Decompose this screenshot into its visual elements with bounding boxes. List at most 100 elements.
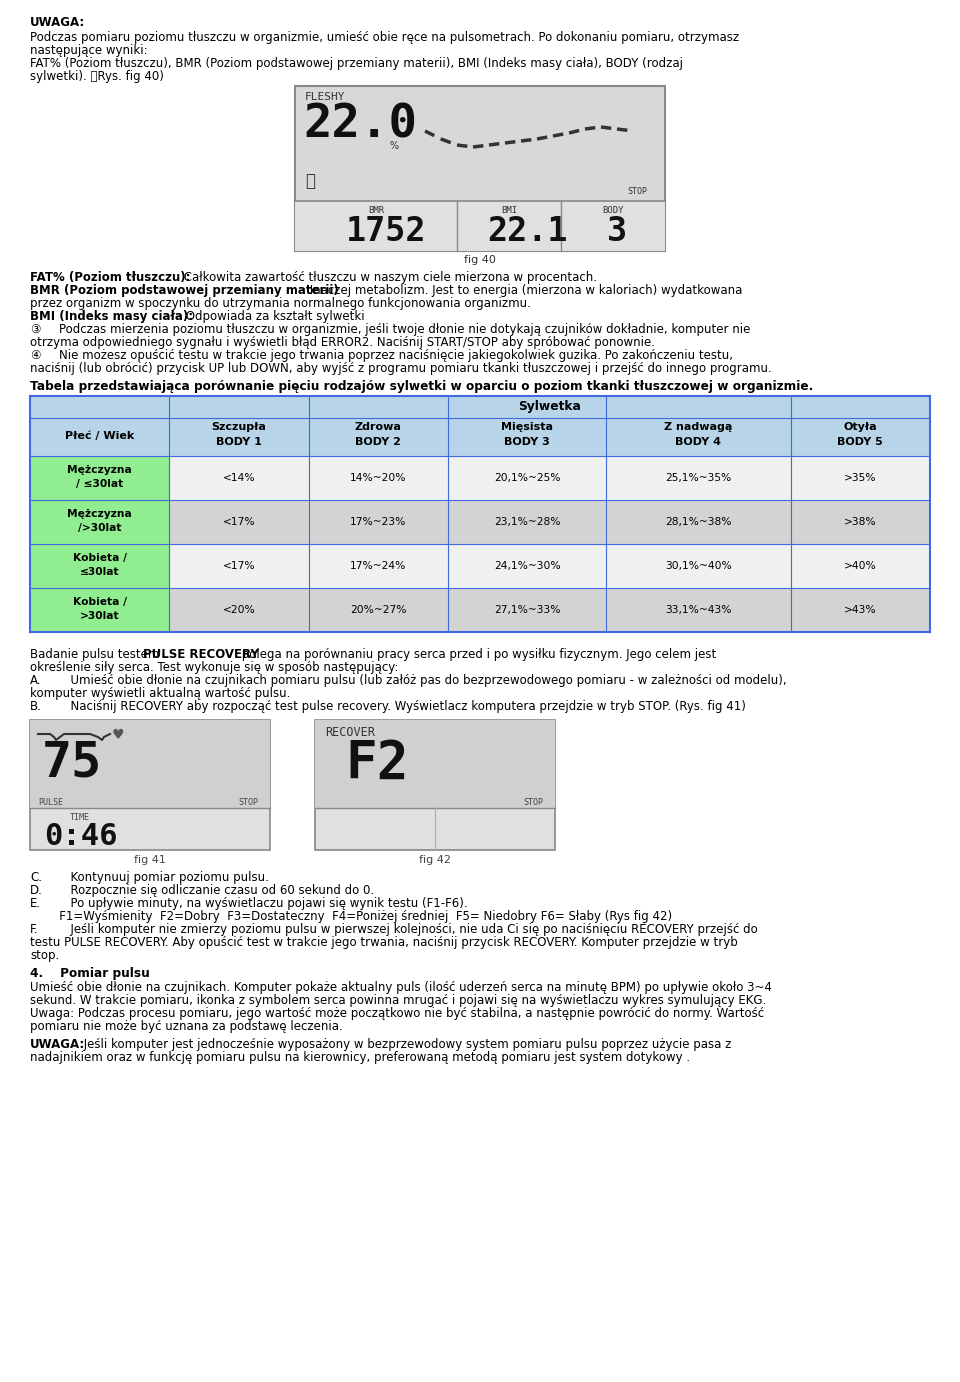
Text: 17%~23%: 17%~23% (350, 517, 406, 527)
Text: BMI: BMI (501, 206, 517, 216)
Text: 24,1%~30%: 24,1%~30% (493, 561, 561, 571)
Text: Sylwetka: Sylwetka (518, 399, 581, 413)
Bar (295, 86, 665, 252)
Bar (30, 456, 930, 500)
Text: Płeć / Wiek: Płeć / Wiek (65, 431, 134, 441)
Text: 23,1%~28%: 23,1%~28% (493, 517, 561, 527)
Text: BODY 5: BODY 5 (837, 437, 883, 446)
Text: ③: ③ (30, 323, 40, 336)
Text: RECOVER: RECOVER (325, 726, 374, 739)
Text: PULSE RECOVERY: PULSE RECOVERY (143, 648, 259, 661)
Text: Kobieta /: Kobieta / (73, 597, 127, 607)
Text: nadajnikiem oraz w funkcję pomiaru pulsu na kierownicy, preferowaną metodą pomia: nadajnikiem oraz w funkcję pomiaru pulsu… (30, 1050, 690, 1064)
Text: 20%~27%: 20%~27% (350, 605, 407, 615)
Text: STOP: STOP (627, 187, 647, 196)
Text: Tabela przedstawiająca porównanie pięciu rodzajów sylwetki w oparciu o poziom tk: Tabela przedstawiająca porównanie pięciu… (30, 380, 813, 392)
Text: STOP: STOP (523, 797, 543, 807)
Text: przez organizm w spoczynku do utrzymania normalnego funkcjonowania organizmu.: przez organizm w spoczynku do utrzymania… (30, 297, 531, 310)
Text: / ≤30lat: / ≤30lat (76, 480, 123, 489)
Text: B.: B. (30, 701, 42, 713)
Text: Nie możesz opuścić testu w trakcie jego trwania poprzez naciśnięcie jakiegokolwi: Nie możesz opuścić testu w trakcie jego … (44, 350, 733, 362)
Text: Otyła: Otyła (844, 422, 877, 433)
Text: BODY 1: BODY 1 (216, 437, 262, 446)
Text: stop.: stop. (30, 949, 60, 962)
Text: Jeśli komputer jest jednocześnie wyposażony w bezprzewodowy system pomiaru pulsu: Jeśli komputer jest jednocześnie wyposaż… (80, 1038, 732, 1050)
Text: TIME: TIME (70, 813, 90, 822)
Bar (30, 720, 270, 808)
Text: ⛹: ⛹ (305, 171, 315, 189)
Text: Z nadwagą: Z nadwagą (664, 422, 732, 433)
Text: E.: E. (30, 897, 41, 909)
Text: BMR: BMR (368, 206, 384, 216)
Text: Jeśli komputer nie zmierzy poziomu pulsu w pierwszej kolejności, nie uda Ci się : Jeśli komputer nie zmierzy poziomu pulsu… (48, 923, 757, 936)
Text: STOP: STOP (238, 797, 258, 807)
Bar (30, 720, 270, 850)
Text: : Inaczej metabolizm. Jest to energia (mierzona w kaloriach) wydatkowana: : Inaczej metabolizm. Jest to energia (m… (302, 283, 742, 297)
Text: 22.0: 22.0 (303, 102, 417, 146)
Text: 30,1%~40%: 30,1%~40% (665, 561, 732, 571)
Text: testu PULSE RECOVERY. Aby opuścić test w trakcie jego trwania, naciśnij przycisk: testu PULSE RECOVERY. Aby opuścić test w… (30, 936, 737, 949)
Text: ♥: ♥ (112, 728, 125, 742)
Text: BMI (Indeks masy ciała):: BMI (Indeks masy ciała): (30, 310, 193, 323)
Text: 1752: 1752 (346, 216, 426, 247)
Text: D.: D. (30, 884, 43, 897)
Text: polega na porównaniu pracy serca przed i po wysiłku fizycznym. Jego celem jest: polega na porównaniu pracy serca przed i… (238, 648, 716, 661)
Text: 27,1%~33%: 27,1%~33% (493, 605, 561, 615)
Text: 28,1%~38%: 28,1%~38% (665, 517, 732, 527)
Bar (30, 587, 930, 632)
Text: Kontynuuj pomiar poziomu pulsu.: Kontynuuj pomiar poziomu pulsu. (48, 871, 269, 884)
Text: fig 42: fig 42 (419, 855, 451, 865)
Text: fig 41: fig 41 (134, 855, 166, 865)
Text: F.: F. (30, 923, 38, 936)
Text: <17%: <17% (223, 517, 255, 527)
Bar (30, 500, 930, 545)
Text: Odpowiada za kształt sylwetki: Odpowiada za kształt sylwetki (182, 310, 365, 323)
Text: F2: F2 (345, 738, 409, 791)
Text: 0:46: 0:46 (44, 822, 117, 851)
Text: Mięsista: Mięsista (501, 422, 553, 433)
Bar (30, 397, 930, 417)
Text: <14%: <14% (223, 473, 255, 482)
Text: UWAGA:: UWAGA: (30, 17, 85, 29)
Text: F1=Wyśmienity  F2=Dobry  F3=Dostateczny  F4=Poniżej średniej  F5= Niedobry F6= S: F1=Wyśmienity F2=Dobry F3=Dostateczny F4… (48, 909, 672, 923)
Text: ≤30lat: ≤30lat (80, 567, 119, 578)
Text: BODY 3: BODY 3 (504, 437, 550, 446)
Bar (30, 417, 930, 456)
Bar (315, 720, 555, 850)
Text: sylwetki). （Rys. fig 40): sylwetki). （Rys. fig 40) (30, 70, 164, 83)
Text: Podczas pomiaru poziomu tłuszczu w organizmie, umieść obie ręce na pulsometrach.: Podczas pomiaru poziomu tłuszczu w organ… (30, 30, 739, 44)
Text: BODY 4: BODY 4 (676, 437, 721, 446)
Text: Badanie pulsu testem: Badanie pulsu testem (30, 648, 163, 661)
Text: Mężczyzna: Mężczyzna (67, 509, 132, 520)
Bar (30, 545, 169, 587)
Text: 20,1%~25%: 20,1%~25% (493, 473, 561, 482)
Text: sekund. W trakcie pomiaru, ikonka z symbolem serca powinna mrugać i pojawi się n: sekund. W trakcie pomiaru, ikonka z symb… (30, 994, 766, 1007)
Bar (30, 545, 930, 587)
Text: 17%~24%: 17%~24% (350, 561, 406, 571)
Text: określenie siły serca. Test wykonuje się w sposób następujący:: określenie siły serca. Test wykonuje się… (30, 661, 398, 674)
Bar (315, 720, 555, 808)
Text: naciśnij (lub obrócić) przycisk UP lub DOWN, aby wyjść z programu pomiaru tkanki: naciśnij (lub obrócić) przycisk UP lub D… (30, 362, 772, 375)
Bar (30, 500, 169, 545)
Text: >43%: >43% (844, 605, 876, 615)
Text: 14%~20%: 14%~20% (350, 473, 407, 482)
Text: Całkowita zawartość tłuszczu w naszym ciele mierzona w procentach.: Całkowita zawartość tłuszczu w naszym ci… (180, 271, 597, 283)
Bar (295, 200, 665, 252)
Text: Kobieta /: Kobieta / (73, 553, 127, 562)
Text: 33,1%~43%: 33,1%~43% (665, 605, 732, 615)
Text: Umieść obie dłonie na czujnikach. Komputer pokaże aktualny puls (ilość uderzeń s: Umieść obie dłonie na czujnikach. Komput… (30, 981, 772, 994)
Text: ④: ④ (30, 350, 40, 362)
Text: A.: A. (30, 674, 41, 687)
Text: 4.    Pomiar pulsu: 4. Pomiar pulsu (30, 967, 150, 980)
Bar (30, 456, 169, 500)
Text: otrzyma odpowiedniego sygnału i wyświetli błąd ERROR2. Naciśnij START/STOP aby s: otrzyma odpowiedniego sygnału i wyświetl… (30, 336, 655, 350)
Text: 25,1%~35%: 25,1%~35% (665, 473, 732, 482)
Text: 22.1: 22.1 (487, 216, 567, 247)
Text: BODY: BODY (602, 206, 624, 216)
Text: Uwaga: Podczas procesu pomiaru, jego wartość może początkowo nie być stabilna, a: Uwaga: Podczas procesu pomiaru, jego war… (30, 1007, 764, 1020)
Text: BODY 2: BODY 2 (355, 437, 401, 446)
Text: >30lat: >30lat (80, 611, 119, 621)
Text: FAT% (Poziom tłuszczu):: FAT% (Poziom tłuszczu): (30, 271, 190, 283)
Text: C.: C. (30, 871, 42, 884)
Text: UWAGA:: UWAGA: (30, 1038, 85, 1050)
